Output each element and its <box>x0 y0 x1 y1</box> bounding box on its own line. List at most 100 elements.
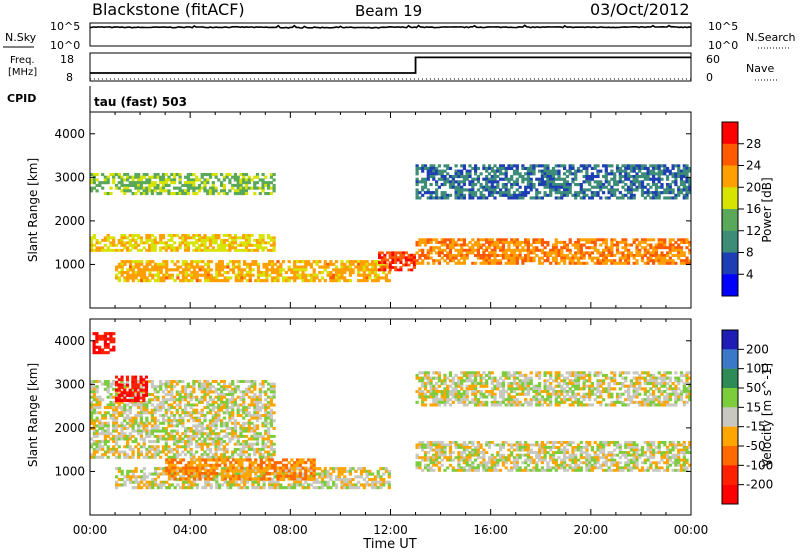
heat-cell-4 <box>282 466 286 470</box>
heat-cell-0 <box>131 421 135 425</box>
heat-cell-2 <box>357 268 361 272</box>
heat-cell-0 <box>203 427 207 430</box>
heat-cell-4 <box>437 246 441 250</box>
heat-cell-0 <box>208 432 213 436</box>
heat-cell-0 <box>175 380 179 383</box>
heat-cell-2 <box>162 262 166 266</box>
heat-cell-4 <box>663 243 667 247</box>
heat-cell-5 <box>493 164 497 168</box>
heat-cell-0 <box>128 447 132 451</box>
heat-cell-3 <box>173 475 177 479</box>
heat-cell-0 <box>159 429 163 433</box>
heat-cell-4 <box>176 461 180 465</box>
heat-cell-1 <box>120 189 124 193</box>
heat-cell-0 <box>134 390 138 394</box>
heat-cell-1 <box>192 189 196 193</box>
heat-cell-5 <box>588 196 592 200</box>
freq-panel-frame <box>89 52 692 82</box>
heat-cell-0 <box>145 416 149 420</box>
heat-cell-5 <box>679 183 684 187</box>
heat-cell-5 <box>485 169 489 173</box>
heat-cell-2 <box>337 279 341 283</box>
heat-cell-1 <box>258 178 262 182</box>
heat-cell-5 <box>443 164 447 168</box>
heat-cell-0 <box>186 450 190 454</box>
heat-cell-0 <box>164 427 168 430</box>
heat-cell-2 <box>103 351 107 355</box>
heat-cell-3 <box>323 467 327 471</box>
heat-cell-0 <box>217 382 221 386</box>
heat-cell-0 <box>189 385 193 389</box>
heat-cell-5 <box>432 164 436 168</box>
heat-cell-4 <box>471 246 475 250</box>
heat-cell-5 <box>468 180 472 184</box>
heat-cell-4 <box>440 248 444 252</box>
heat-cell-0 <box>159 248 163 252</box>
heat-cell-0 <box>145 427 149 430</box>
heat-cell-5 <box>512 172 517 176</box>
heat-cell-2 <box>329 273 333 277</box>
heat-cell-5 <box>446 164 450 168</box>
heat-cell-2 <box>137 273 141 277</box>
heat-cell-4 <box>298 472 302 476</box>
heat-cell-4 <box>184 469 188 473</box>
heat-cell-0 <box>161 406 166 410</box>
heat-cell-4 <box>273 461 277 465</box>
heat-cell-4 <box>426 261 430 265</box>
heat-cell-1 <box>134 183 138 187</box>
heat-cell-4 <box>507 246 511 250</box>
heat-cell-2 <box>298 276 302 280</box>
heat-cell-4 <box>579 243 583 247</box>
heat-cell-5 <box>629 180 633 184</box>
heat-cell-4 <box>418 243 422 247</box>
heat-cell-2 <box>371 271 375 275</box>
heat-cell-0 <box>225 387 229 391</box>
heat-cell-4 <box>515 256 519 260</box>
heat-cell-0 <box>120 427 124 430</box>
heat-cell-2 <box>101 351 105 355</box>
heat-cell-3 <box>315 480 319 484</box>
heat-cell-2 <box>312 268 316 272</box>
heat-cell-4 <box>532 246 536 250</box>
heat-cell-0 <box>128 243 132 247</box>
heat-cell-4 <box>638 251 642 255</box>
heat-cell-5 <box>462 164 466 168</box>
heat-cell-4 <box>518 240 522 244</box>
heat-cell-0 <box>233 246 237 250</box>
heat-cell-0 <box>269 385 273 389</box>
heat-cell-0 <box>159 450 163 454</box>
heat-cell-2 <box>187 279 191 283</box>
heat-cell-2 <box>117 271 121 275</box>
heat-cell-1 <box>272 186 276 190</box>
heat-cell-4 <box>460 261 464 265</box>
heat-cell-0 <box>233 434 237 438</box>
heat-cell-0 <box>117 248 121 252</box>
heat-cell-0 <box>117 238 121 242</box>
heat-cell-2 <box>154 279 158 283</box>
heat-cell-5 <box>557 172 561 176</box>
heat-cell-1 <box>145 186 149 190</box>
heat-cell-0 <box>258 236 262 240</box>
heat-cell-5 <box>632 164 636 168</box>
heat-cell-0 <box>258 432 262 436</box>
heat-cell-4 <box>668 238 672 242</box>
heat-cell-2 <box>215 276 219 280</box>
heat-cell-0 <box>225 234 229 237</box>
heat-cell-4 <box>462 256 466 260</box>
heat-cell-0 <box>267 414 271 417</box>
heat-cell-5 <box>460 188 464 192</box>
heat-cell-5 <box>454 191 458 195</box>
heat-cell-4 <box>538 261 542 265</box>
heat-cell-4 <box>301 461 305 465</box>
heat-cell-4 <box>588 256 592 260</box>
heat-cell-4 <box>184 477 188 481</box>
heat-cell-3 <box>234 483 238 487</box>
heat-cell-0 <box>137 455 141 459</box>
heat-cell-4 <box>220 458 224 462</box>
heat-cell-4 <box>167 458 172 462</box>
heat-cell-0 <box>220 248 224 252</box>
heat-cell-5 <box>565 193 569 197</box>
heat-cell-5 <box>462 183 466 187</box>
heat-cell-5 <box>654 172 658 176</box>
heat-cell-5 <box>646 175 650 179</box>
